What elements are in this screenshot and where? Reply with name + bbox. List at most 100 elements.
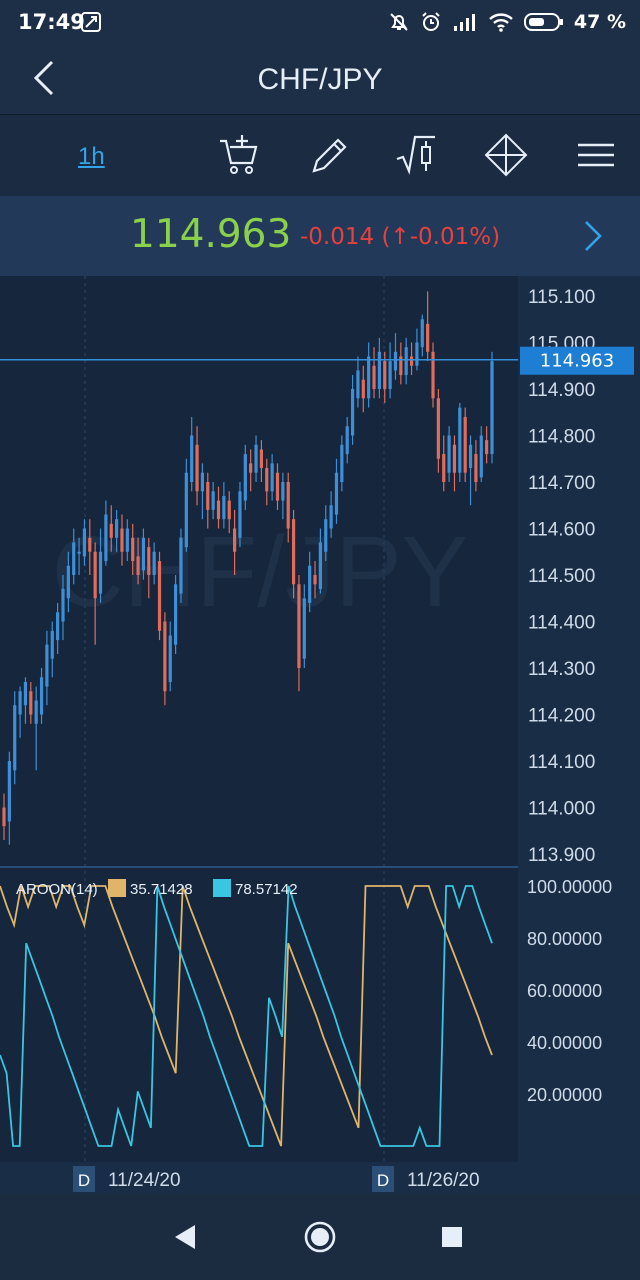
indicator-icon[interactable]: [395, 133, 439, 177]
candle-body: [45, 644, 49, 687]
candle-body: [50, 630, 54, 659]
candle-body: [259, 449, 264, 469]
add-to-cart-icon[interactable]: [218, 133, 262, 177]
candle-body: [318, 542, 322, 589]
candle-body: [350, 389, 355, 436]
candle-body: [200, 472, 205, 492]
candle-body: [436, 398, 440, 459]
aroon-up-swatch: [108, 879, 126, 897]
candle-body: [222, 495, 226, 520]
candle-body: [329, 505, 333, 529]
candle-body: [115, 519, 119, 538]
candle-body: [297, 584, 301, 668]
candle-body: [184, 472, 188, 548]
candle-body: [468, 444, 473, 469]
candle-body: [131, 537, 135, 562]
candle-body: [174, 584, 178, 645]
pencil-icon[interactable]: [308, 133, 352, 177]
candle-body: [383, 361, 387, 389]
candle-body: [367, 356, 371, 399]
nav-back-icon[interactable]: [163, 1215, 207, 1259]
candle-body: [163, 621, 167, 692]
candle-body: [120, 528, 124, 552]
indicator-tick-label: 60.00000: [527, 981, 602, 1001]
y-tick-label: 114.900: [528, 380, 595, 401]
chart-watermark: CHF/JPY: [52, 516, 469, 628]
y-tick-label: 115.100: [528, 287, 595, 308]
candle-body: [7, 761, 11, 822]
battery-percent: 47 %: [573, 11, 626, 33]
candle-body: [232, 528, 237, 552]
y-tick-label: 114.600: [528, 520, 595, 541]
timeframe-button[interactable]: 1h: [78, 143, 105, 170]
candle-body: [157, 561, 162, 631]
candle-body: [399, 356, 403, 376]
candle-body: [474, 454, 478, 482]
candle-body: [388, 361, 392, 389]
candle-body: [243, 454, 247, 501]
y-tick-label: 113.900: [528, 845, 595, 866]
screenshot-icon: [81, 12, 101, 32]
status-icons: 47 %: [388, 9, 626, 35]
price-chart[interactable]: CHF/JPY 115.100115.000114.900114.800114.…: [0, 276, 640, 1194]
candle-body: [29, 691, 33, 715]
indicator-label: AROON(14): [16, 881, 98, 898]
candle-body: [275, 472, 280, 501]
candle-body: [141, 537, 146, 571]
chevron-right-icon[interactable]: [582, 218, 606, 254]
candle-body: [179, 537, 183, 594]
candle-body: [377, 351, 381, 389]
candle-body: [125, 528, 129, 552]
candle-body: [345, 426, 349, 455]
back-arrow-icon[interactable]: [26, 58, 66, 98]
candle-body: [281, 482, 285, 501]
candle-body: [463, 416, 467, 473]
candle-body: [431, 351, 435, 399]
crosshair-move-icon[interactable]: [484, 133, 528, 177]
candle-body: [82, 528, 87, 557]
chart-area[interactable]: CHF/JPY 115.100 115.000 114.900 114.800 114.…: [0, 276, 640, 1194]
system-nav-bar: [0, 1194, 640, 1280]
mute-bell-icon: [390, 13, 408, 31]
candle-body: [249, 463, 253, 473]
candle-body: [458, 407, 462, 473]
candle-body: [93, 551, 97, 599]
menu-icon[interactable]: [574, 133, 618, 177]
date-badge-2-text: D: [377, 1171, 389, 1190]
candle-body: [227, 500, 231, 520]
date-badge-1: [73, 1166, 95, 1192]
candle-body: [361, 379, 365, 399]
candle-body: [302, 598, 306, 659]
nav-home-icon[interactable]: [298, 1215, 342, 1259]
current-price: 114.963: [130, 212, 292, 257]
y-tick-label: 114.300: [528, 659, 595, 680]
candle-body: [152, 551, 156, 575]
quote-bar[interactable]: 114.963 -0.014 (↑-0.01%): [0, 196, 640, 276]
indicator-tick-label: 40.00000: [527, 1033, 602, 1053]
candle-body: [452, 444, 457, 473]
aroon-down-line: [0, 885, 493, 1147]
aroon-up-value: 35.71428: [130, 881, 193, 898]
candle-body: [168, 635, 172, 682]
candle-body: [291, 519, 296, 585]
candle-body: [56, 612, 60, 641]
candle-body: [340, 444, 344, 482]
candle-body: [109, 523, 113, 538]
candle-body: [447, 435, 451, 473]
nav-recents-icon[interactable]: [430, 1215, 474, 1259]
aroon-up-line: [0, 885, 493, 1147]
y-tick-label: 114.400: [528, 613, 595, 634]
candle-body: [211, 491, 215, 510]
alarm-icon: [422, 12, 440, 31]
current-price-tag: [520, 346, 634, 375]
candle-body: [98, 551, 103, 594]
y-tick-label: 114.000: [528, 799, 595, 820]
candle-body: [136, 556, 140, 575]
candle-body: [23, 681, 28, 706]
candle-body: [308, 565, 312, 603]
candle-body: [190, 435, 194, 482]
current-price-tag-text: 114.963: [540, 351, 614, 372]
indicator-tick-label: 100.00000: [527, 877, 612, 897]
chart-toolbar: 1h: [0, 115, 640, 195]
candle-body: [13, 705, 17, 771]
